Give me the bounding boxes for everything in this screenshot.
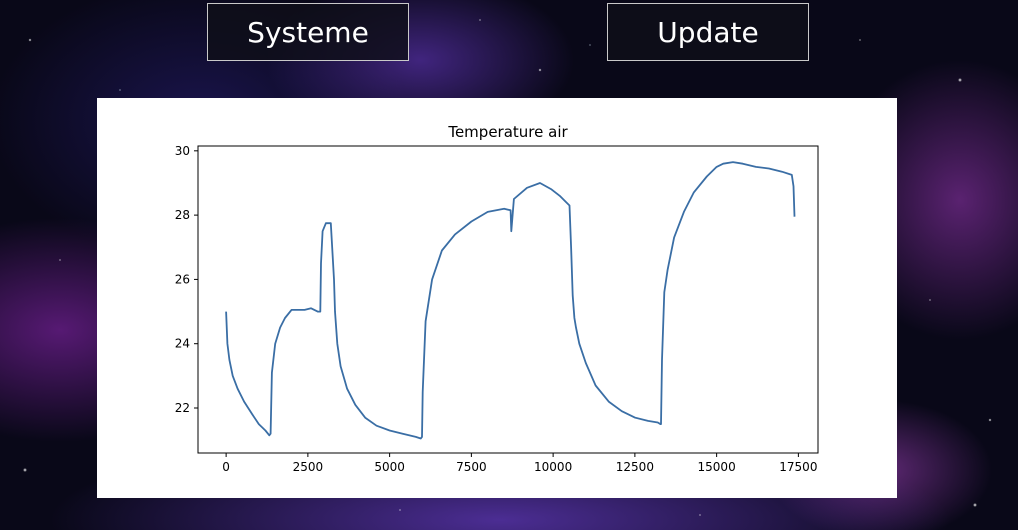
temperature-series-line: [225, 161, 796, 440]
chart-panel: Temperature air 0 2500 5000 7500 10000 12500 1…: [97, 98, 897, 498]
x-axis: 0 2500 5000 7500 10000 12500 15000 17500: [222, 453, 817, 474]
x-tick-label: 5000: [374, 460, 405, 474]
temperature-chart: Temperature air 0 2500 5000 7500 10000 12500 1…: [175, 123, 819, 474]
y-tick-label: 24: [175, 337, 190, 351]
x-tick-label: 2500: [293, 460, 324, 474]
y-axis: 22 24 26 28 30: [175, 144, 198, 415]
x-tick-label: 10000: [534, 460, 572, 474]
x-tick-label: 0: [222, 460, 230, 474]
update-button[interactable]: Update: [607, 3, 809, 61]
y-tick-label: 30: [175, 144, 190, 158]
chart-title: Temperature air: [447, 123, 568, 141]
x-tick-label: 12500: [616, 460, 654, 474]
x-tick-label: 17500: [779, 460, 817, 474]
systeme-button[interactable]: Systeme: [207, 3, 409, 61]
series-layer: [225, 161, 796, 440]
plot-frame: [197, 145, 819, 454]
x-tick-label: 15000: [698, 460, 736, 474]
y-tick-label: 28: [175, 208, 190, 222]
x-tick-label: 7500: [456, 460, 487, 474]
y-tick-label: 22: [175, 401, 190, 415]
y-tick-label: 26: [175, 272, 190, 286]
